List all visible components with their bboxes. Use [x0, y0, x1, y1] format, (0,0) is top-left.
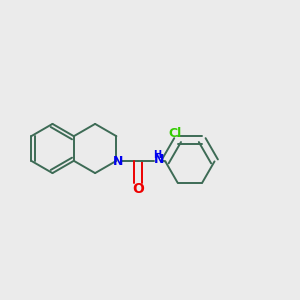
- Text: N: N: [113, 155, 123, 168]
- Text: O: O: [132, 182, 144, 196]
- Text: H: H: [153, 150, 161, 160]
- Text: N: N: [154, 153, 164, 166]
- Text: Cl: Cl: [168, 127, 181, 140]
